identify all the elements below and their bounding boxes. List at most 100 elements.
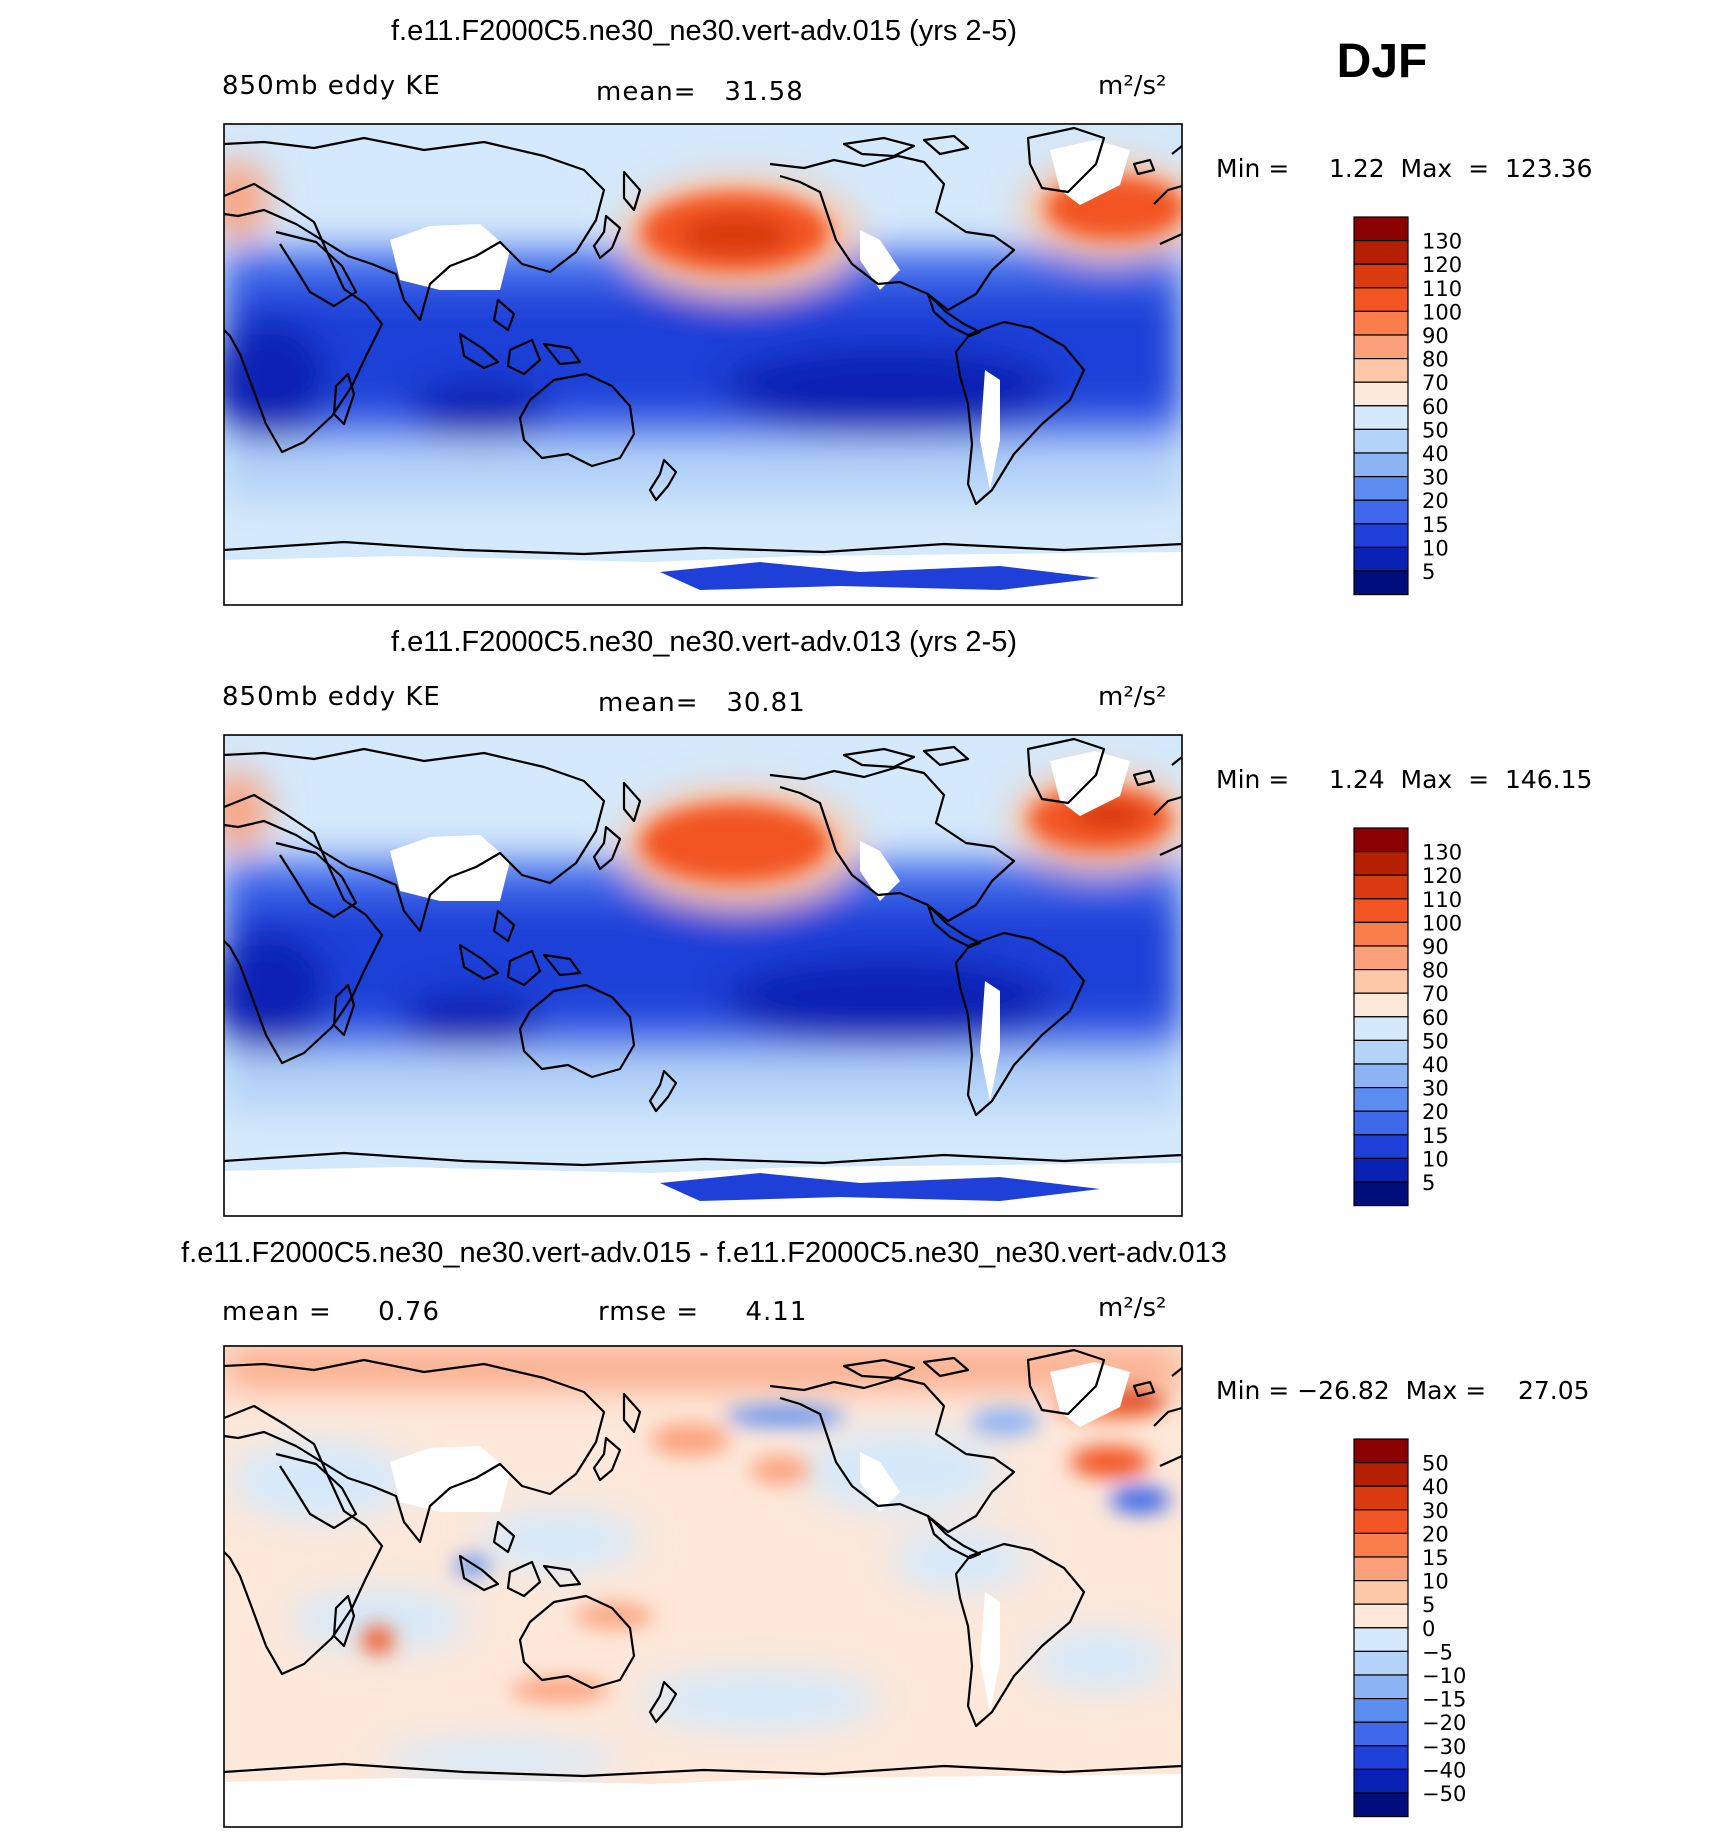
colorbar-swatch (1353, 1039, 1409, 1065)
colorbar-swatch (1353, 1063, 1409, 1089)
colorbar-tick-label: −40 (1422, 1758, 1466, 1782)
colorbar-tick-label: 60 (1422, 395, 1449, 419)
panel-2-units: m²/s² (1098, 682, 1166, 712)
colorbar-tick-label: 10 (1422, 536, 1449, 560)
colorbar-tick-label: −30 (1422, 1735, 1466, 1759)
colorbar-swatch (1353, 570, 1409, 596)
colorbar-swatch (1353, 240, 1409, 265)
season-label: DJF (1337, 35, 1428, 88)
colorbar-tick-label: 10 (1422, 1570, 1449, 1594)
colorbar-swatch (1353, 358, 1409, 383)
panel-2: f.e11.F2000C5.ne30_ne30.vert-adv.013 (yr… (222, 626, 1592, 1217)
colorbar-tick-label: 60 (1422, 1006, 1449, 1030)
colorbar-swatch (1353, 1792, 1409, 1818)
colorbar-tick-label: −15 (1422, 1688, 1466, 1712)
colorbar-swatch (1353, 1134, 1409, 1160)
colorbar-tick-label: 120 (1422, 253, 1462, 277)
colorbar-tick-label: 15 (1422, 513, 1449, 537)
colorbar-tick-label: 30 (1422, 466, 1449, 490)
colorbar-tick-label: 5 (1422, 1171, 1435, 1195)
colorbar-swatch (1353, 898, 1409, 923)
colorbar-tick-label: 10 (1422, 1147, 1449, 1171)
colorbar-swatch (1353, 1721, 1409, 1747)
colorbar-swatch (1353, 1697, 1409, 1723)
colorbar-swatch (1353, 850, 1409, 876)
colorbar-swatch (1353, 945, 1409, 971)
colorbar-swatch (1353, 1181, 1409, 1207)
panel-1-minmax: Min = 1.22 Max = 123.36 (1216, 154, 1592, 183)
colorbar-swatch (1353, 381, 1409, 407)
colorbar-swatch (1353, 1461, 1409, 1487)
panel-1-variable-label: 850mb eddy KE (222, 71, 441, 101)
colorbar-tick-label: 90 (1422, 935, 1449, 959)
colorbar-swatch (1353, 1674, 1409, 1700)
colorbar-tick-label: 110 (1422, 888, 1462, 912)
colorbar-tick-label: 40 (1422, 1053, 1449, 1077)
colorbar-swatch (1353, 263, 1409, 289)
panel-3-map (224, 1346, 1182, 1827)
colorbar-swatch (1353, 1532, 1409, 1558)
colorbar-tick-label: 80 (1422, 348, 1449, 372)
colorbar-tick-label: 100 (1422, 300, 1462, 324)
colorbar-swatch (1353, 405, 1409, 430)
colorbar-swatch (1353, 523, 1409, 548)
colorbar-tick-label: 20 (1422, 1100, 1449, 1124)
colorbar-tick-label: 40 (1422, 1475, 1449, 1499)
colorbar-swatch (1353, 874, 1409, 900)
colorbar-swatch (1353, 1745, 1409, 1771)
colorbar-tick-label: 50 (1422, 418, 1449, 442)
panel-2-map (224, 735, 1182, 1216)
colorbar-swatch (1353, 476, 1409, 501)
colorbar-swatch (1353, 1556, 1409, 1582)
colorbar-swatch (1353, 1016, 1409, 1041)
panel-1-map (224, 124, 1182, 605)
panel-3: f.e11.F2000C5.ne30_ne30.vert-adv.015 - f… (181, 1237, 1590, 1828)
colorbar-tick-label: 50 (1422, 1029, 1449, 1053)
colorbar-tick-label: 5 (1422, 1593, 1435, 1617)
colorbar-tick-label: 120 (1422, 864, 1462, 888)
colorbar-swatch (1353, 287, 1409, 312)
colorbar-swatch (1353, 1603, 1409, 1629)
colorbar-swatch (1353, 1110, 1409, 1136)
panel-2-variable-label: 850mb eddy KE (222, 682, 441, 712)
colorbar-swatch (1353, 992, 1409, 1018)
colorbar-tick-label: 0 (1422, 1617, 1435, 1641)
colorbar-tick-label: 30 (1422, 1077, 1449, 1101)
panel-1-title: f.e11.F2000C5.ne30_ne30.vert-adv.015 (yr… (391, 15, 1017, 47)
panel-1: f.e11.F2000C5.ne30_ne30.vert-adv.015 (yr… (222, 15, 1592, 606)
colorbar-tick-label: 5 (1422, 560, 1435, 584)
colorbar-swatch (1353, 499, 1409, 525)
colorbar-tick-label: 50 (1422, 1452, 1449, 1476)
colorbar-swatch (1353, 546, 1409, 572)
colorbar-tick-label: −10 (1422, 1664, 1466, 1688)
colorbar-swatch (1353, 1627, 1409, 1653)
colorbar-swatch (1353, 1086, 1409, 1112)
colorbar-tick-label: 130 (1422, 841, 1462, 865)
colorbar-swatch (1353, 1157, 1409, 1183)
panel-2-mean-label: mean= 30.81 (598, 688, 806, 718)
colorbar-swatch (1353, 452, 1409, 478)
colorbar-swatch (1353, 968, 1409, 994)
colorbar-tick-label: −20 (1422, 1711, 1466, 1735)
colorbar-swatch (1353, 1650, 1409, 1676)
colorbar-tick-label: 15 (1422, 1124, 1449, 1148)
panel-1-mean-label: mean= 31.58 (596, 77, 804, 107)
colorbar-tick-label: −5 (1422, 1640, 1453, 1664)
colorbar-tick-label: 80 (1422, 959, 1449, 983)
colorbar-swatch (1353, 334, 1409, 360)
panel-3-minmax: Min = −26.82 Max = 27.05 (1216, 1376, 1590, 1405)
colorbar-tick-label: 130 (1422, 230, 1462, 254)
colorbar-swatch (1353, 827, 1409, 853)
colorbar-swatch (1353, 921, 1409, 947)
panel-2-minmax: Min = 1.24 Max = 146.15 (1216, 765, 1592, 794)
panel-1-units: m²/s² (1098, 71, 1166, 101)
colorbar-swatch (1353, 428, 1409, 454)
colorbar-swatch (1353, 216, 1409, 242)
colorbar-tick-label: 70 (1422, 982, 1449, 1006)
colorbar-swatch (1353, 1579, 1409, 1605)
colorbar-tick-label: 110 (1422, 277, 1462, 301)
